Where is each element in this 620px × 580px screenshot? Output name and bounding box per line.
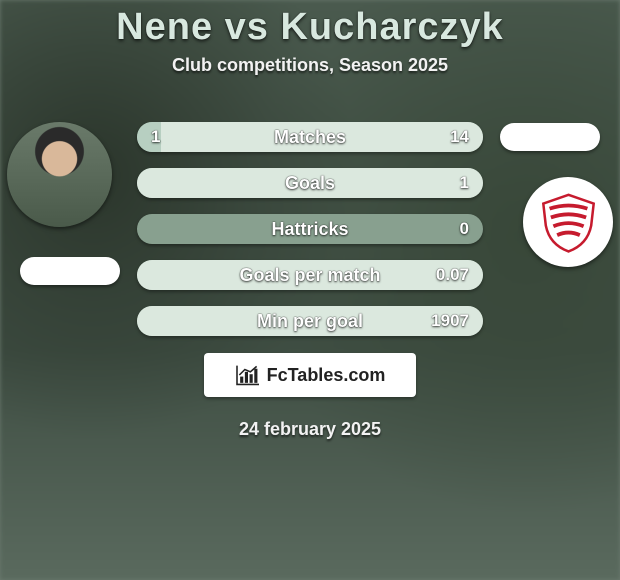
stat-bar: 1Goals [137,168,483,198]
stat-label: Hattricks [137,214,483,244]
date-label: 24 february 2025 [0,419,620,440]
player-right-club-logo [523,177,613,267]
brand-badge: FcTables.com [204,353,416,397]
player-left-flag [20,257,120,285]
stat-label: Min per goal [137,306,483,336]
stat-bar: 0.07Goals per match [137,260,483,290]
player-right-flag [500,123,600,151]
shield-icon [537,191,600,254]
brand-text: FcTables.com [267,365,386,386]
chart-icon [235,364,261,386]
page-title: Nene vs Kucharczyk [0,0,620,49]
subtitle: Club competitions, Season 2025 [0,55,620,76]
stat-bar: 114Matches [137,122,483,152]
stat-label: Matches [137,122,483,152]
stat-label: Goals per match [137,260,483,290]
stat-bar: 0Hattricks [137,214,483,244]
player-left-avatar [7,122,112,227]
stat-bar: 1907Min per goal [137,306,483,336]
stat-label: Goals [137,168,483,198]
stats-bars: 114Matches 1Goals 0Hattricks 0.07Goals per … [137,122,483,352]
